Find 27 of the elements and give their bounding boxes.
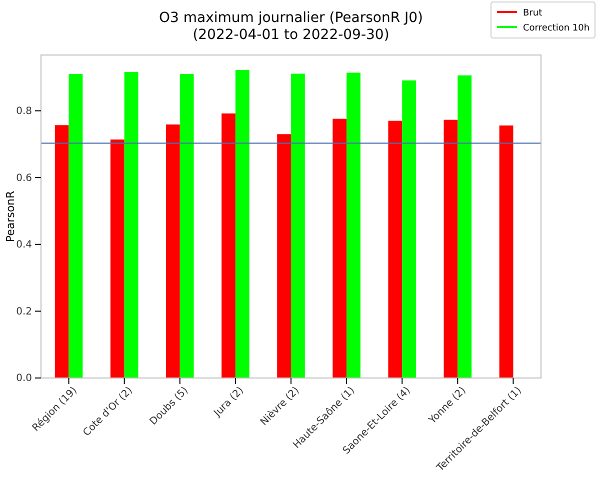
bar (54, 125, 69, 378)
bar (180, 74, 194, 378)
bar (110, 140, 124, 378)
bar (346, 72, 360, 378)
y-tick-label: 0.6 (16, 172, 32, 184)
bar (166, 124, 180, 378)
bar (68, 74, 83, 378)
bar (499, 125, 514, 378)
bar (291, 74, 305, 378)
legend-label: Brut (523, 8, 543, 18)
bar (235, 70, 250, 378)
chart-subtitle: (2022-04-01 to 2022-09-30) (192, 27, 390, 43)
y-tick-label: 0.2 (16, 306, 32, 318)
legend-label: Correction 10h (523, 24, 590, 34)
bar (458, 75, 472, 378)
bar (402, 80, 416, 378)
y-tick-label: 0.0 (16, 373, 32, 384)
bar (124, 72, 138, 378)
chart-title: O3 maximum journalier (PearsonR J0) (158, 10, 424, 26)
bar (444, 120, 458, 378)
bar (277, 134, 291, 378)
y-axis-title: PearsonR (4, 190, 17, 242)
bar (332, 118, 347, 378)
bar (388, 120, 402, 378)
bar (222, 113, 236, 378)
y-tick-label: 0.4 (16, 240, 32, 251)
y-tick-label: 0.8 (16, 106, 32, 117)
